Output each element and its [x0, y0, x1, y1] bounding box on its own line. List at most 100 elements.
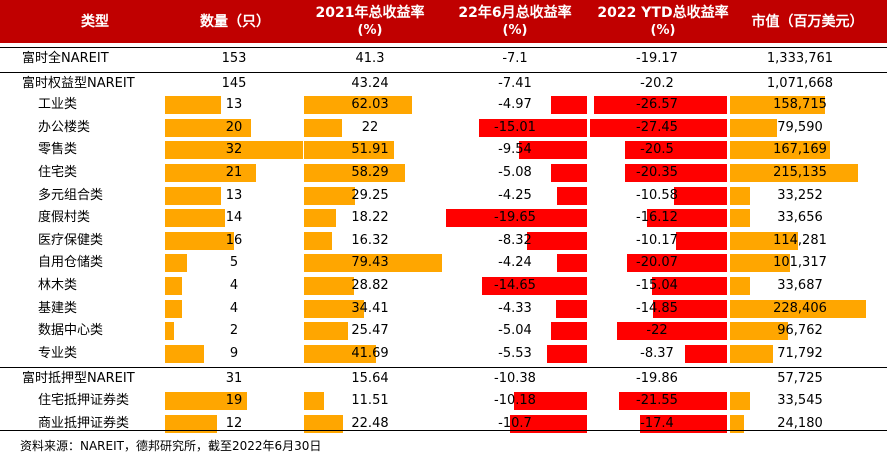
count-bar [165, 231, 234, 250]
mcap-bar [730, 322, 788, 341]
rjun-value: -4.24 [498, 255, 532, 271]
mcap-value: 71,792 [777, 345, 823, 361]
mcap-bar [730, 299, 866, 318]
r2021-bar [304, 254, 442, 273]
rytd-bar [594, 96, 727, 115]
count-bar [165, 164, 256, 182]
mcap-value: 167,169 [773, 142, 827, 158]
table-row: 医疗保健类 16 16.32 -8.32 -10.17 114,281 [0, 230, 887, 252]
rjun-value: -19.65 [494, 210, 536, 226]
row-type-label: 数据中心类 [38, 323, 104, 339]
mcap-bar [730, 209, 751, 228]
rjun-bar [527, 231, 587, 250]
count-bar [165, 141, 303, 160]
r2021-value: 18.22 [351, 210, 389, 226]
rjun-value: -4.25 [498, 187, 532, 203]
table-row: 工业类 13 62.03 -4.97 -26.57 158,715 [0, 94, 887, 116]
count-value: 13 [225, 97, 243, 113]
count-value: 4 [229, 300, 239, 316]
mcap-value: 33,545 [777, 393, 823, 408]
header-unit: (%) [357, 22, 383, 38]
count-bar [165, 344, 204, 363]
header-label: 2022 YTD总收益率 [597, 4, 729, 21]
mcap-bar [730, 392, 750, 410]
row-type-label: 零售类 [38, 142, 78, 158]
rytd-value: -21.55 [636, 393, 678, 408]
r2021-value: 43.24 [351, 75, 389, 91]
rytd-value: -20.35 [636, 165, 678, 180]
table-row: 富时全NAREIT 153 41.3 -7.1 -19.17 1,333,761 [0, 47, 887, 70]
row-type-label: 富时全NAREIT [22, 51, 109, 66]
r2021-value: 62.03 [351, 97, 389, 113]
row-type-label: 富时权益型NAREIT [22, 75, 135, 91]
mcap-bar [730, 164, 859, 182]
rjun-value: -5.08 [498, 165, 532, 180]
r2021-bar [304, 118, 343, 137]
table-bottom-rule [0, 430, 887, 431]
r2021-value: 51.91 [351, 142, 389, 158]
header-return-2021: 2021年总收益率 (%) [300, 0, 440, 43]
row-type-label: 住宅抵押证券类 [38, 393, 130, 408]
header-unit: (%) [650, 22, 676, 38]
row-type-label: 住宅类 [38, 165, 78, 180]
rytd-value: -16.12 [636, 210, 678, 226]
mcap-bar [730, 141, 830, 160]
r2021-bar [304, 164, 406, 182]
rjun-value: -10.7 [498, 415, 532, 431]
rytd-bar [640, 414, 727, 433]
count-value: 13 [225, 187, 243, 203]
r2021-bar [304, 322, 349, 341]
rytd-value: -20.5 [640, 142, 674, 158]
count-value: 20 [225, 119, 243, 135]
table-row: 富时抵押型NAREIT 31 15.64 -10.38 -19.86 57,725 [0, 367, 887, 390]
count-value: 5 [229, 255, 239, 271]
mcap-value: 33,687 [777, 278, 823, 293]
count-bar [165, 322, 174, 341]
count-value: 12 [225, 415, 243, 431]
count-bar [165, 392, 247, 410]
rjun-bar [550, 164, 587, 182]
count-value: 21 [225, 165, 243, 180]
table-row: 专业类 9 41.69 -5.53 -8.37 71,792 [0, 343, 887, 365]
header-label: 市值（百万美元） [751, 13, 864, 30]
header-market-cap: 市值（百万美元） [728, 0, 887, 43]
rjun-value: -4.33 [498, 300, 532, 316]
r2021-bar [304, 392, 324, 410]
rytd-bar [619, 392, 727, 410]
mcap-bar [730, 231, 799, 250]
mcap-bar [730, 254, 791, 273]
rytd-value: -8.37 [640, 345, 674, 361]
header-count: 数量（只） [175, 0, 295, 43]
header-label: 2021年总收益率 [315, 4, 425, 21]
header-label: 数量（只） [200, 13, 270, 30]
header-label: 22年6月总收益率 [458, 4, 572, 21]
r2021-bar [304, 414, 344, 433]
mcap-value: 96,762 [777, 323, 823, 339]
source-note: 资料来源：NAREIT，德邦研究所，截至2022年6月30日 [20, 439, 322, 453]
rjun-value: -9.54 [498, 142, 532, 158]
rytd-bar [674, 186, 727, 205]
table-row: 零售类 32 51.91 -9.54 -20.5 167,169 [0, 139, 887, 161]
mcap-bar [730, 414, 745, 433]
table-row: 林木类 4 28.82 -14.65 -15.04 33,687 [0, 275, 887, 297]
rjun-value: -7.1 [502, 51, 528, 66]
table-row: 自用仓储类 5 79.43 -4.24 -20.07 101,317 [0, 252, 887, 274]
r2021-bar [304, 344, 377, 363]
r2021-bar [304, 186, 355, 205]
r2021-value: 11.51 [351, 393, 389, 408]
rjun-bar [555, 299, 587, 318]
r2021-value: 28.82 [351, 278, 389, 293]
rytd-bar [652, 299, 727, 318]
mcap-bar [730, 344, 773, 363]
rjun-value: -7.41 [498, 75, 532, 91]
rjun-bar [518, 141, 587, 160]
rytd-bar [646, 209, 727, 228]
count-value: 19 [225, 393, 243, 408]
r2021-bar [304, 96, 412, 115]
row-type-label: 基建类 [38, 300, 78, 316]
r2021-value: 79.43 [351, 255, 389, 271]
r2021-value: 22 [361, 119, 379, 135]
mcap-value: 57,725 [777, 371, 823, 387]
table-row: 多元组合类 13 29.25 -4.25 -10.58 33,252 [0, 185, 887, 207]
mcap-value: 24,180 [777, 415, 823, 431]
